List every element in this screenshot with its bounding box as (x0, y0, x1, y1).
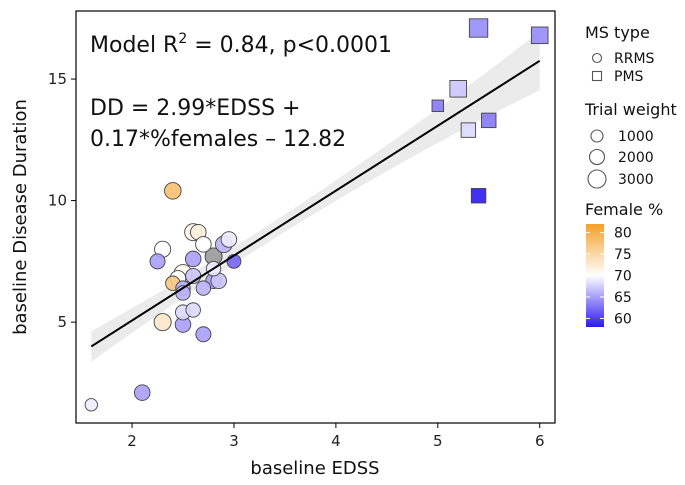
regression-line (90, 59, 541, 348)
equation-line-1: DD = 2.99*EDSS + (90, 96, 300, 121)
rrms-point (153, 313, 172, 332)
r2-superscript: 2 (178, 31, 187, 47)
legend-size-title: Trial weight (584, 100, 677, 119)
y-axis-ticks: 5 10 15 (48, 70, 76, 331)
pms-point (449, 80, 467, 98)
legend-size-2000-icon (588, 148, 606, 166)
rrms-point (220, 231, 238, 248)
model-r2-annotation: Model R2 = 0.84, p<0.0001 (90, 31, 392, 58)
confidence-band (91, 31, 540, 362)
x-axis-ticks: 2 3 4 5 6 (127, 423, 544, 450)
pms-point (431, 99, 445, 113)
x-tick-label: 3 (229, 432, 239, 450)
plot-frame (75, 10, 556, 424)
rrms-point (195, 326, 212, 343)
color-tick-label: 65 (614, 290, 632, 306)
color-bar-ticks: 80 75 70 65 60 (586, 226, 632, 327)
female-color-bar (586, 224, 604, 327)
legend-size-label: 2000 (618, 150, 654, 166)
legend-color-title: Female % (585, 200, 663, 219)
color-tick-label: 70 (614, 269, 632, 285)
legend-size-label: 3000 (618, 172, 654, 188)
legend-square-icon (591, 70, 603, 82)
rrms-point (195, 280, 212, 296)
pms-point (470, 188, 487, 204)
rrms-point (164, 182, 182, 200)
legend-circle-icon (591, 52, 603, 64)
legend-size-3000-icon (587, 169, 607, 189)
y-tick-label: 5 (57, 313, 67, 331)
y-tick-label: 15 (48, 70, 67, 88)
rrms-point (84, 398, 98, 412)
data-points (84, 18, 549, 412)
legend-shape-title: MS type (585, 23, 650, 42)
legend: MS type RRMS PMS Trial weight 1000 2000 … (584, 23, 677, 327)
legend-size-1000-icon (590, 129, 604, 143)
pms-point (481, 112, 497, 129)
color-tick-label: 80 (614, 226, 632, 242)
rrms-point (149, 253, 166, 270)
pms-point (460, 122, 477, 138)
color-tick-label: 75 (614, 247, 632, 263)
legend-size-label: 1000 (618, 129, 654, 145)
equation-line-2: 0.17*%females – 12.82 (90, 127, 346, 152)
x-tick-label: 5 (433, 432, 443, 450)
rrms-point (133, 384, 151, 401)
legend-shape-label: PMS (614, 69, 644, 85)
x-tick-label: 4 (331, 432, 341, 450)
legend-shape-label: RRMS (614, 51, 655, 67)
x-tick-label: 6 (535, 432, 545, 450)
color-tick-label: 60 (614, 311, 632, 327)
rrms-point (184, 250, 202, 268)
pms-point (468, 18, 489, 38)
rrms-point (195, 236, 212, 253)
pms-point (530, 26, 549, 45)
rrms-point (185, 302, 201, 318)
y-axis-label: baseline Disease Duration (10, 99, 31, 335)
x-tick-label: 2 (127, 432, 137, 450)
x-axis-label: baseline EDSS (250, 458, 379, 479)
y-tick-label: 10 (48, 192, 67, 210)
